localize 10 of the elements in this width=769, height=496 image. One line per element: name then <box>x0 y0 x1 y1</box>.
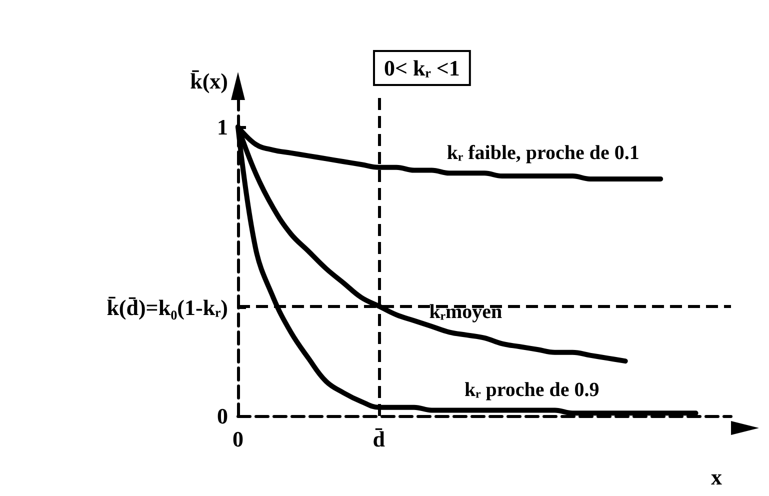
series-label: kᵣ faible, proche de 0.1 <box>446 142 640 164</box>
y-tick-label: 0 <box>217 404 228 428</box>
text: 0< kᵣ <1 <box>384 56 460 80</box>
x-tick-label: d̄ <box>372 426 385 452</box>
x-axis-title: x <box>711 464 722 490</box>
series-label: kᵣmoyen <box>429 301 502 324</box>
y-tick-label: k̄(d̄)=k₀(1-kᵣ) <box>106 295 228 320</box>
series-label: kᵣ proche de 0.9 <box>464 379 600 402</box>
y-axis-title: k̄(x) <box>190 68 228 94</box>
y-tick-label: 1 <box>217 114 228 140</box>
